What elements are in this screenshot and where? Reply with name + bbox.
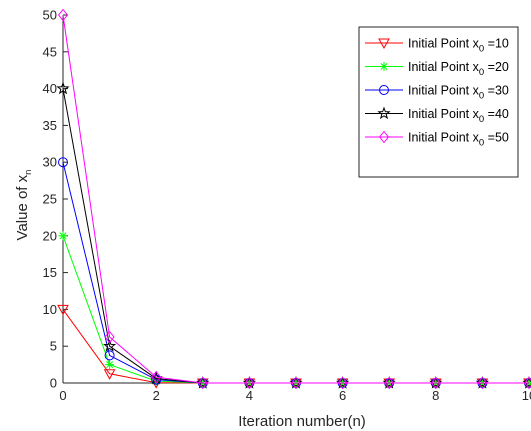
data-point [103, 339, 117, 352]
x-tick-label: 2 [153, 388, 160, 403]
legend-marker [378, 130, 390, 144]
legend-entry-5: Initial Point x0 =50 [365, 131, 509, 149]
y-axis-label-main: Value of x [14, 174, 31, 240]
data-point [384, 376, 395, 390]
data-point [336, 376, 350, 389]
y-tick-label: 45 [43, 44, 57, 59]
legend-label: Initial Point x0 =20 [408, 60, 509, 78]
data-point [289, 376, 303, 389]
y-tick-label: 50 [43, 8, 57, 23]
y-tick-label: 20 [43, 228, 57, 243]
y-axis-label: Value of xn [14, 170, 34, 241]
legend-entry-3: Initial Point x0 =30 [365, 84, 509, 102]
data-point [337, 376, 348, 390]
data-point [522, 376, 531, 389]
data-point [477, 376, 488, 390]
series-5 [57, 8, 531, 390]
legend-marker [378, 38, 390, 50]
legend-marker [377, 106, 391, 120]
series-layer [56, 8, 531, 390]
data-point [429, 376, 443, 389]
legend-label: Initial Point x0 =30 [408, 84, 509, 102]
data-point [196, 376, 210, 389]
x-tick-label: 0 [59, 388, 66, 403]
legend-marker [379, 85, 389, 95]
data-point [104, 330, 115, 344]
y-tick-label: 0 [50, 376, 57, 391]
y-tick-label: 5 [50, 339, 57, 354]
legend-entry-2: Initial Point x0 =20 [365, 60, 509, 78]
y-tick-label: 30 [43, 155, 57, 170]
x-tick-label: 6 [339, 388, 346, 403]
x-tick-label: 8 [432, 388, 439, 403]
series-line [62, 14, 529, 384]
axes: 0 5 10 15 20 25 30 35 40 45 50 0 2 4 6 8 10 [43, 8, 531, 404]
data-point [151, 370, 162, 384]
legend-label: Initial Point x0 =40 [408, 107, 509, 125]
y-tick-label: 35 [43, 118, 57, 133]
data-point [58, 157, 68, 168]
y-tick-label: 40 [43, 81, 57, 96]
series-3 [58, 157, 531, 388]
data-point [151, 374, 162, 385]
series-2 [58, 231, 531, 388]
y-tick-label: 25 [43, 192, 57, 207]
data-point [475, 376, 489, 389]
legend-label: Initial Point x0 =10 [408, 37, 509, 55]
data-point [523, 376, 531, 390]
data-point [242, 376, 256, 389]
data-point [58, 231, 68, 241]
y-tick-label: 10 [43, 302, 57, 317]
legend-entry-4: Initial Point x0 =40 [365, 106, 509, 125]
legend-marker [379, 62, 389, 71]
series-line [62, 235, 529, 384]
legend-label: Initial Point x0 =50 [408, 131, 509, 149]
data-point [57, 8, 69, 22]
data-point [244, 376, 255, 390]
series-line [62, 309, 529, 384]
x-tick-label: 4 [246, 388, 253, 403]
data-point [57, 304, 69, 316]
y-axis-label-subscript: n [23, 170, 34, 175]
legend-entry-1: Initial Point x0 =10 [365, 37, 509, 55]
x-tick-label: 10 [522, 388, 531, 403]
data-point [103, 369, 116, 380]
series-line [62, 162, 529, 384]
data-point [104, 350, 115, 361]
y-tick-label: 15 [43, 265, 57, 280]
data-point [105, 360, 115, 370]
data-point [382, 376, 396, 389]
data-point [290, 376, 302, 390]
series-1 [57, 304, 531, 390]
legend-box [358, 26, 519, 178]
x-axis-label: Iteration number(n) [238, 413, 366, 430]
data-point [56, 81, 70, 95]
data-point [430, 376, 441, 390]
data-point [197, 376, 208, 390]
legend: Initial Point x0 =10 Initial Point x0 =20… [358, 26, 519, 178]
